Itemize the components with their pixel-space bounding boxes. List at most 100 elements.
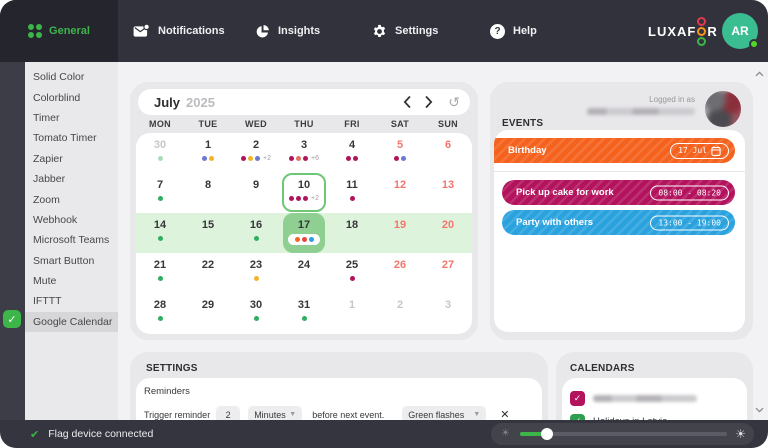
calendar-day-15[interactable]: 15 (184, 213, 232, 253)
event-dots (424, 195, 472, 201)
calendar-day-24[interactable]: 24 (280, 253, 328, 293)
reminder-action-select[interactable]: Green flashes ▼ (402, 406, 487, 423)
calendar-day-25[interactable]: 25 (328, 253, 376, 293)
checkbox-checked[interactable]: ✓ (570, 391, 585, 406)
calendar-day-2[interactable]: 2 +2 (232, 133, 280, 173)
event-pick-up-cake-for-work[interactable]: Pick up cake for work 08:00 - 08:20 (502, 180, 735, 205)
scroll-down-icon[interactable] (755, 400, 764, 418)
day-number: 8 (204, 179, 212, 191)
calendar-day-21[interactable]: 21 (136, 253, 184, 293)
calendar-day-3[interactable]: 3 +6 (280, 133, 328, 173)
event-dots (232, 235, 280, 241)
calendar-day-28[interactable]: 28 (136, 293, 184, 333)
sidebar-item-zoom[interactable]: Zoom (33, 193, 60, 206)
calendar-day-23[interactable]: 23 (232, 253, 280, 293)
calendar-day-30[interactable]: 30 (136, 133, 184, 173)
event-dots (184, 275, 232, 281)
event-dots (376, 155, 424, 161)
calendar-week: 30 1 2 +2 3 +6 4 5 6 (136, 133, 472, 173)
day-number: 27 (441, 259, 455, 271)
day-number: 14 (153, 219, 167, 231)
events-list: Birthday 17 Jul Pick up cake for work 08:00… (494, 130, 745, 332)
calendar-day-31[interactable]: 31 (280, 293, 328, 333)
sidebar-item-timer[interactable]: Timer (33, 111, 60, 124)
event-dot (301, 237, 307, 242)
enabled-check-badge: ✓ (3, 310, 21, 328)
sidebar-item-colorblind[interactable]: Colorblind (33, 91, 81, 104)
day-number: 4 (348, 139, 356, 151)
weekday-label: SUN (438, 119, 458, 129)
top-nav: General Notifications Insights Settings … (0, 0, 768, 62)
nav-tab-settings[interactable]: Settings (372, 0, 438, 62)
sidebar-item-google-calendar[interactable]: Google Calendar (25, 311, 118, 333)
day-number: 21 (153, 259, 167, 271)
left-dark-strip (0, 62, 25, 420)
sidebar-item-webhook[interactable]: Webhook (33, 213, 78, 226)
calendar-day-29[interactable]: 29 (184, 293, 232, 333)
next-month-button[interactable] (418, 91, 440, 113)
remove-reminder-icon[interactable]: ✕ (500, 409, 510, 421)
calendar-day-30[interactable]: 30 (232, 293, 280, 333)
account-photo[interactable] (705, 91, 741, 127)
online-status-dot (749, 39, 759, 49)
sidebar-item-solid-color[interactable]: Solid Color (33, 71, 85, 84)
calendar-day-1[interactable]: 1 (184, 133, 232, 173)
nav-tab-general[interactable]: General (0, 0, 118, 62)
nav-tab-notifications[interactable]: Notifications (133, 0, 225, 62)
calendar-day-13[interactable]: 13 (424, 173, 472, 213)
status-bar: ✔ Flag device connected ☀ ☀ (0, 420, 768, 448)
reminder-unit-select[interactable]: Minutes ▼ (248, 406, 303, 423)
calendar-day-18[interactable]: 18 (328, 213, 376, 253)
calendar-day-12[interactable]: 12 (376, 173, 424, 213)
reset-month-icon[interactable]: ↺ (448, 94, 460, 110)
calendar-day-17[interactable]: 17 (280, 213, 328, 253)
reminder-value-input[interactable]: 2 (216, 406, 241, 423)
prev-month-button[interactable] (396, 91, 418, 113)
nav-tab-help[interactable]: ? Help (490, 0, 537, 62)
sidebar-item-ifttt[interactable]: IFTTT (33, 295, 62, 308)
reminder-middle-text: before next event. (312, 409, 385, 420)
event-birthday[interactable]: Birthday 17 Jul (494, 138, 735, 163)
calendar-day-8[interactable]: 8 (184, 173, 232, 213)
calendar-day-9[interactable]: 9 (232, 173, 280, 213)
nav-tab-insights[interactable]: Insights (255, 0, 320, 62)
calendar-day-26[interactable]: 26 (376, 253, 424, 293)
calendar-day-27[interactable]: 27 (424, 253, 472, 293)
gear-icon (372, 24, 387, 39)
sidebar-item-tomato-timer[interactable]: Tomato Timer (33, 132, 97, 145)
redacted-email (587, 108, 695, 115)
sidebar-item-smart-button[interactable]: Smart Button (33, 254, 95, 267)
event-dot (248, 155, 253, 161)
nav-tab-label: Insights (278, 25, 321, 37)
sidebar-item-zapier[interactable]: Zapier (33, 152, 63, 165)
calendar-day-1[interactable]: 1 (328, 293, 376, 333)
calendar-day-6[interactable]: 6 (424, 133, 472, 173)
event-dot (308, 237, 314, 242)
calendar-day-5[interactable]: 5 (376, 133, 424, 173)
calendar-day-4[interactable]: 4 (328, 133, 376, 173)
calendar-day-11[interactable]: 11 (328, 173, 376, 213)
calendar-day-7[interactable]: 7 (136, 173, 184, 213)
calendar-day-14[interactable]: 14 (136, 213, 184, 253)
avatar[interactable]: AR (722, 13, 759, 49)
calendar-day-19[interactable]: 19 (376, 213, 424, 253)
event-time-badge: 13:00 - 19:00 (650, 215, 729, 230)
scroll-up-icon[interactable] (755, 64, 764, 82)
brightness-track[interactable] (519, 428, 728, 440)
event-dots (424, 315, 472, 321)
sidebar-item-microsoft-teams[interactable]: Microsoft Teams (33, 234, 110, 247)
event-party-with-others[interactable]: Party with others 13:00 - 19:00 (502, 210, 735, 235)
calendar-day-2[interactable]: 2 (376, 293, 424, 333)
brightness-slider: ☀ ☀ (491, 423, 754, 445)
calendar-day-22[interactable]: 22 (184, 253, 232, 293)
event-dots (376, 235, 424, 241)
calendar-day-10[interactable]: 10 +2 (280, 173, 328, 213)
nav-tab-label: Settings (395, 25, 439, 37)
sidebar-item-mute[interactable]: Mute (33, 275, 57, 288)
calendar-day-20[interactable]: 20 (424, 213, 472, 253)
calendar-day-16[interactable]: 16 (232, 213, 280, 253)
calendar-day-3[interactable]: 3 (424, 293, 472, 333)
brightness-thumb[interactable] (540, 428, 553, 440)
weekday-label: WED (245, 119, 267, 129)
sidebar-item-jabber[interactable]: Jabber (33, 173, 66, 186)
